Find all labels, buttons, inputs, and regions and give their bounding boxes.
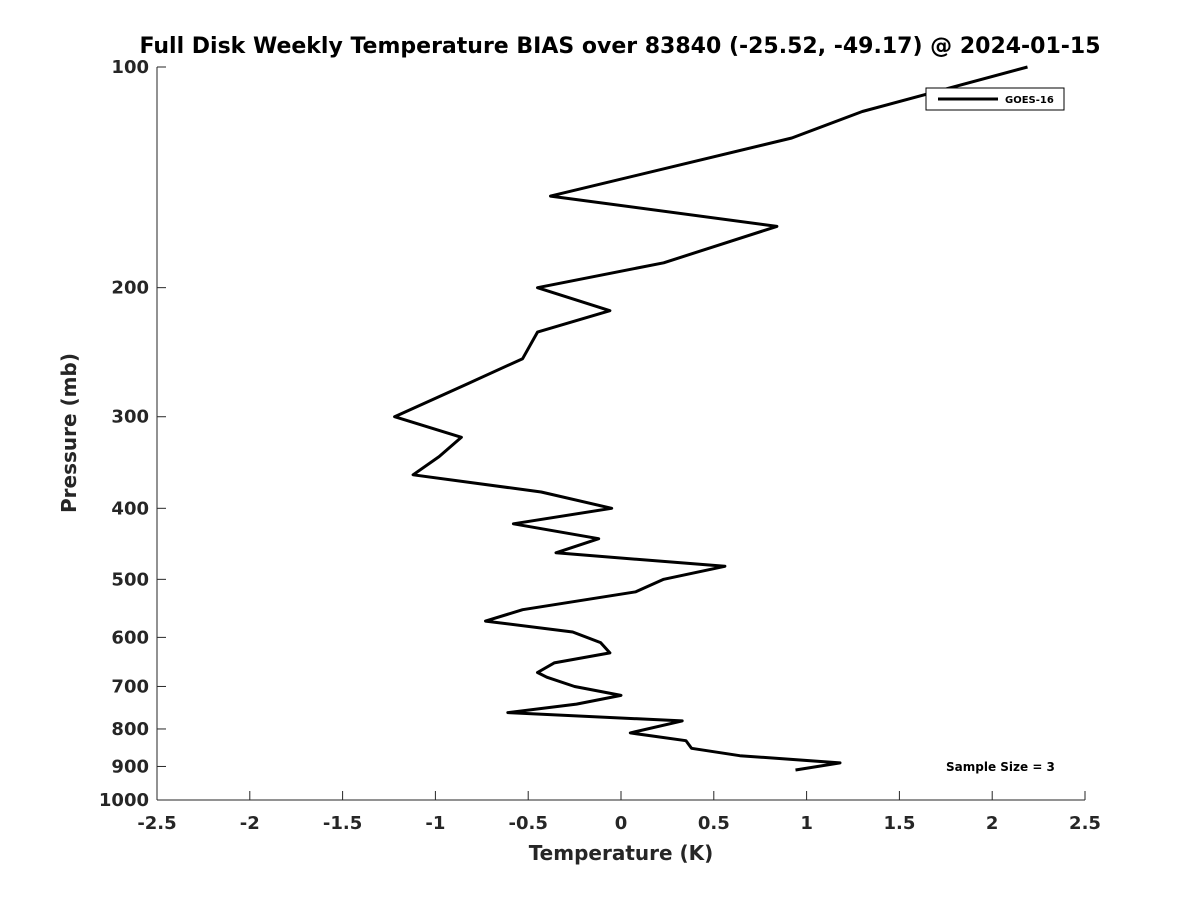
y-tick-label: 400 [111, 498, 149, 519]
y-tick-label: 200 [111, 278, 149, 299]
x-tick-label: 2 [986, 813, 999, 834]
series-line-goes16 [393, 65, 1028, 772]
y-tick-label: 900 [111, 756, 149, 777]
y-axis-ticks: 100 200 300 400 500 600 700 800 900 1000 [99, 57, 166, 811]
x-tick-label: 0.5 [698, 813, 730, 834]
x-tick-label: 1 [800, 813, 813, 834]
x-tick-label: -1.5 [323, 813, 362, 834]
y-tick-label: 600 [111, 627, 149, 648]
y-axis-label: Pressure (mb) [57, 353, 81, 513]
y-tick-label: 700 [111, 676, 149, 697]
chart-title: Full Disk Weekly Temperature BIAS over 8… [139, 34, 1100, 59]
x-tick-label: -2.5 [137, 813, 176, 834]
x-tick-label: 1.5 [883, 813, 915, 834]
y-tick-label: 800 [111, 719, 149, 740]
x-tick-label: -1 [425, 813, 445, 834]
x-tick-label: -0.5 [509, 813, 548, 834]
legend-entry-goes16: GOES-16 [1005, 95, 1054, 106]
x-tick-label: 0 [615, 813, 628, 834]
x-axis-ticks: -2.5 -2 -1.5 -1 -0.5 0 0.5 1 1.5 2 2.5 [137, 791, 1101, 834]
y-tick-label: 1000 [99, 790, 149, 811]
legend: GOES-16 [925, 87, 1065, 111]
x-tick-label: -2 [240, 813, 260, 834]
y-tick-label: 100 [111, 57, 149, 78]
y-tick-label: 300 [111, 407, 149, 428]
y-tick-label: 500 [111, 569, 149, 590]
sample-size-annotation: Sample Size = 3 [946, 760, 1055, 774]
x-axis-label: Temperature (K) [529, 841, 714, 865]
series-group [393, 65, 1028, 772]
x-tick-label: 2.5 [1069, 813, 1101, 834]
